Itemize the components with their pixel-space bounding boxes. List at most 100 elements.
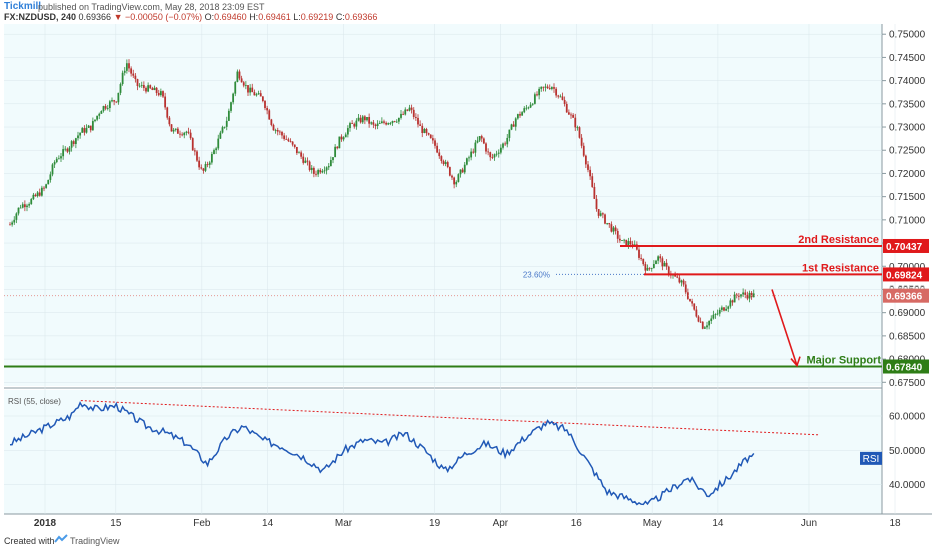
candle-body — [614, 227, 617, 231]
symbol-label: FX:NZDUSD, 240 — [4, 12, 77, 22]
y-tick-label: 0.73000 — [889, 123, 926, 134]
candle-body — [349, 123, 351, 129]
candle-body — [157, 93, 160, 96]
candle-body — [612, 227, 615, 232]
candle-body — [533, 94, 536, 104]
candle-body — [106, 108, 109, 109]
candle-body — [389, 123, 392, 124]
candle-body — [553, 87, 555, 89]
candle-body — [351, 123, 354, 124]
candle-body — [616, 230, 619, 239]
ohlc-open: 0.69460 — [214, 12, 247, 22]
candle-body — [374, 124, 377, 127]
candle-body — [378, 123, 381, 124]
candle-body — [495, 153, 498, 155]
y-tick-label: 0.72000 — [889, 169, 926, 180]
x-tick-label: Apr — [493, 518, 509, 529]
candle-body — [113, 100, 116, 102]
candle-body — [642, 258, 645, 265]
candle-body — [268, 110, 271, 120]
candle-body — [11, 222, 14, 225]
candle-body — [125, 63, 128, 71]
candle-body — [676, 276, 679, 278]
candle-body — [64, 148, 67, 150]
rsi-pane[interactable] — [4, 390, 882, 514]
candle-body — [128, 63, 130, 69]
candle-body — [266, 108, 269, 111]
price-pane[interactable] — [4, 24, 882, 386]
candle-body — [523, 108, 526, 113]
candle-body — [693, 303, 696, 310]
candle-body — [170, 124, 173, 132]
candle-body — [164, 96, 167, 108]
candle-body — [625, 239, 628, 246]
candle-body — [223, 126, 226, 128]
candle-body — [202, 168, 205, 171]
candle-body — [96, 115, 99, 120]
candle-body — [733, 294, 736, 303]
x-tick-label: Mar — [335, 518, 353, 529]
x-tick-label: 16 — [571, 518, 583, 529]
candle-body — [436, 145, 439, 153]
candle-body — [83, 128, 86, 133]
candle-body — [557, 95, 560, 97]
candle-body — [108, 101, 111, 109]
candle-body — [181, 134, 184, 136]
candle-body — [132, 73, 135, 76]
candle-body — [338, 136, 341, 149]
candle-body — [298, 152, 300, 154]
candle-body — [278, 131, 281, 133]
candle-body — [149, 85, 152, 89]
candle-body — [276, 130, 279, 132]
candle-body — [102, 106, 105, 111]
candle-body — [468, 157, 470, 159]
candle-body — [723, 307, 725, 311]
levels: 2nd Resistance 1st Resistance 23.60% Major … — [4, 234, 882, 368]
candle-body — [410, 107, 413, 110]
candle-body — [457, 174, 460, 182]
quote-line: FX:NZDUSD, 240 0.69366 ▼ −0.00050 (−0.07… — [4, 12, 377, 22]
candle-body — [183, 132, 186, 136]
candle-body — [198, 160, 201, 168]
candle-body — [38, 192, 41, 196]
candle-body — [453, 177, 456, 185]
candle-body — [387, 123, 390, 125]
candle-body — [540, 86, 543, 89]
y-axis: 0.75000 0.74500 0.74000 0.73500 0.73000 0.725… — [882, 30, 929, 491]
candle-body — [300, 152, 303, 157]
candle-body — [680, 280, 683, 283]
first-resistance-badge-text: 0.69824 — [886, 270, 923, 281]
candle-body — [502, 143, 504, 148]
projection-arrow — [771, 289, 798, 366]
candle-body — [438, 152, 441, 157]
candle-body — [497, 152, 500, 154]
candle-body — [440, 156, 443, 161]
candle-body — [221, 127, 224, 133]
candle-body — [516, 114, 519, 119]
candle-body — [448, 167, 451, 176]
candle-body — [323, 170, 326, 172]
candle-body — [621, 240, 623, 241]
candle-body — [446, 162, 449, 168]
candle-body — [257, 93, 260, 95]
tradingview-link[interactable]: TradingView — [70, 536, 120, 546]
candle-body — [655, 260, 657, 265]
candle-body — [79, 132, 82, 136]
candle-body — [87, 125, 90, 128]
candle-body — [631, 244, 634, 246]
y-tick-label: 0.67500 — [889, 378, 926, 389]
candle-body — [661, 258, 664, 267]
candle-body — [735, 294, 738, 296]
candle-body — [329, 160, 332, 167]
candle-body — [623, 239, 626, 241]
rsi: RSI (55, close) RSI — [8, 397, 882, 506]
arrow-head-icon — [790, 356, 801, 368]
rsi-line — [9, 401, 755, 506]
candle-body — [474, 142, 477, 153]
candle-body — [217, 138, 220, 149]
candle-body — [62, 149, 65, 157]
candle-body — [47, 179, 50, 185]
candle-body — [153, 87, 156, 91]
second-resistance-badge-text: 0.70437 — [886, 242, 923, 253]
